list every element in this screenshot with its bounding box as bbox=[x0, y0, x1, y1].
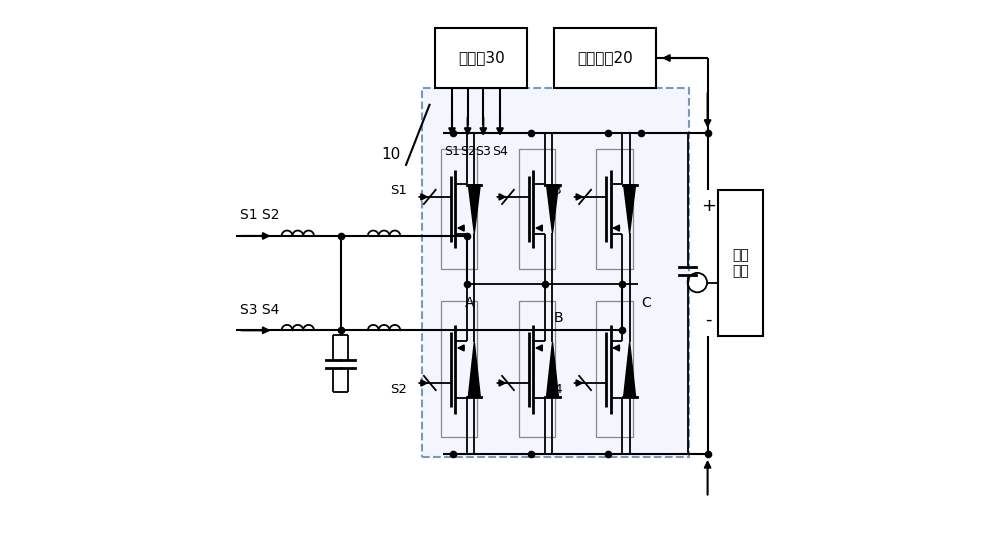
Bar bbox=[435, 28, 527, 88]
Bar bbox=[441, 301, 477, 437]
Text: S1: S1 bbox=[444, 145, 460, 158]
Text: B: B bbox=[554, 312, 563, 325]
Text: -: - bbox=[705, 311, 712, 328]
Text: C: C bbox=[642, 296, 651, 311]
Polygon shape bbox=[547, 185, 558, 233]
Bar bbox=[519, 301, 555, 437]
Text: S4: S4 bbox=[546, 383, 562, 396]
Bar bbox=[596, 301, 633, 437]
Text: S3: S3 bbox=[546, 184, 562, 197]
Bar bbox=[554, 28, 656, 88]
Bar bbox=[422, 88, 689, 457]
Text: S2: S2 bbox=[390, 383, 407, 396]
Text: A: A bbox=[465, 296, 474, 311]
Bar bbox=[718, 190, 763, 335]
Bar bbox=[596, 149, 633, 269]
Polygon shape bbox=[468, 342, 480, 397]
Text: S1 S2: S1 S2 bbox=[240, 209, 280, 222]
Bar bbox=[441, 149, 477, 269]
Text: 控制器30: 控制器30 bbox=[458, 50, 505, 66]
Text: +: + bbox=[701, 197, 716, 215]
Text: S4: S4 bbox=[492, 145, 508, 158]
Polygon shape bbox=[468, 185, 480, 233]
Bar bbox=[519, 149, 555, 269]
Text: S3 S4: S3 S4 bbox=[240, 303, 279, 317]
Polygon shape bbox=[547, 342, 558, 397]
Text: S3: S3 bbox=[475, 145, 491, 158]
Text: 动力
电池: 动力 电池 bbox=[732, 248, 749, 278]
Text: 10: 10 bbox=[381, 146, 400, 162]
Text: S1: S1 bbox=[390, 184, 407, 197]
Text: S2: S2 bbox=[460, 145, 476, 158]
Polygon shape bbox=[624, 342, 636, 397]
Text: 检测电路20: 检测电路20 bbox=[577, 50, 633, 66]
Polygon shape bbox=[624, 185, 636, 233]
